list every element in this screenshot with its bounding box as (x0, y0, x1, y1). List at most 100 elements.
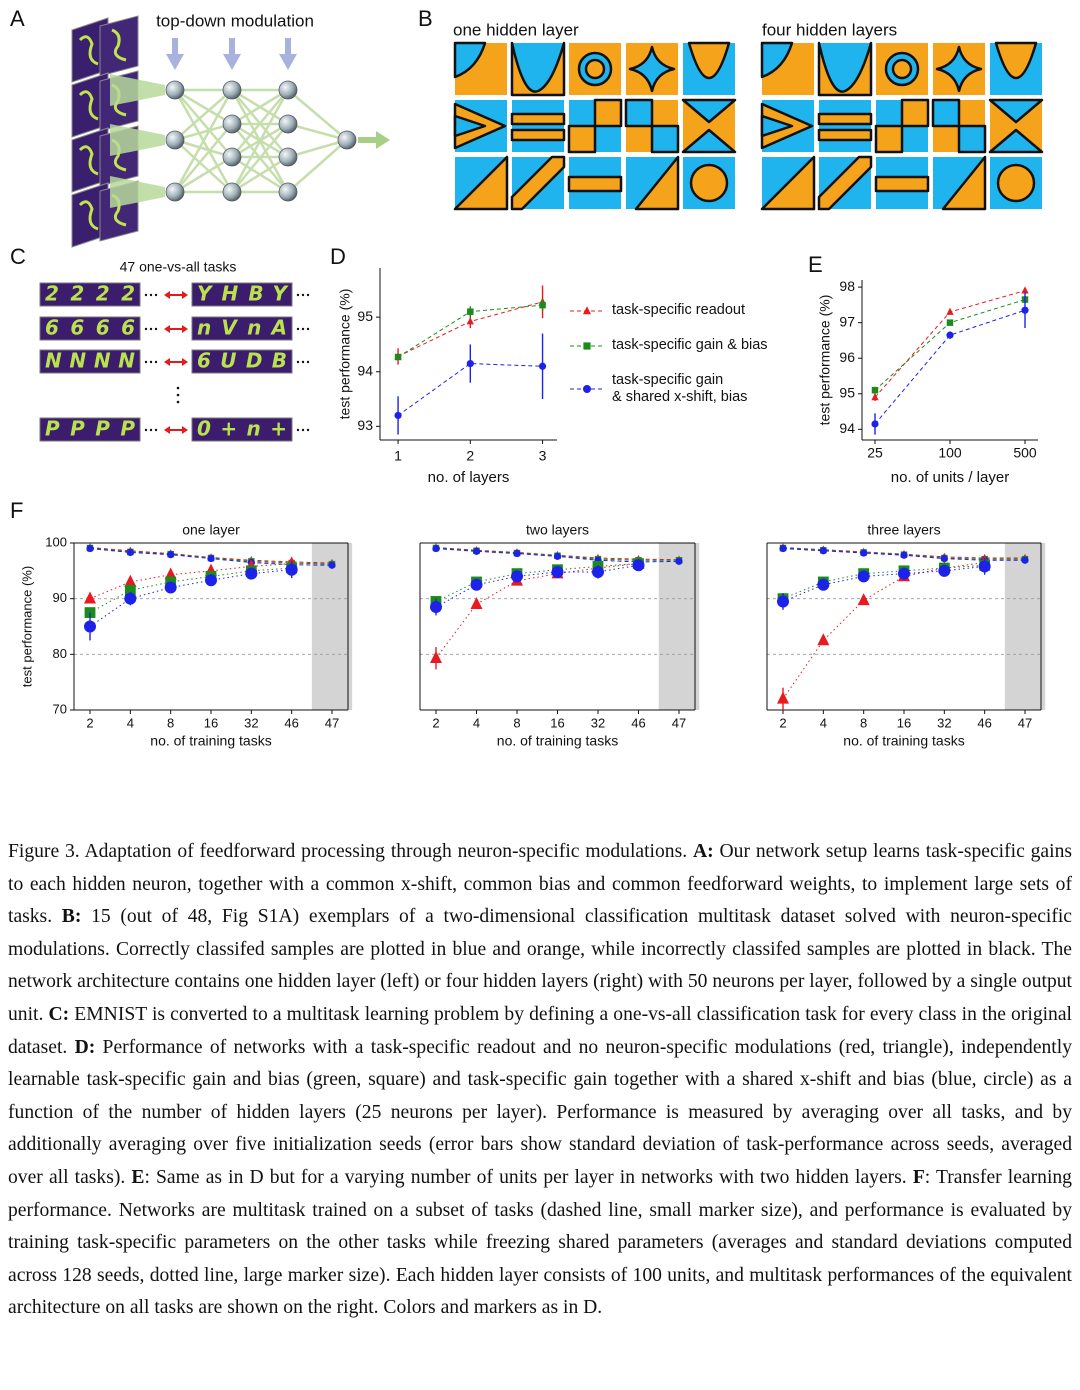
caption-text: E (131, 1166, 145, 1188)
classification-tile (760, 155, 816, 211)
ellipsis-dot (301, 428, 305, 432)
classification-tile (933, 155, 987, 211)
ellipsis-dot (154, 293, 158, 297)
legend-entry: task-specific gain & bias (568, 337, 768, 354)
tile-region (988, 98, 1044, 154)
caption-text: Performance of networks with a task-spec… (8, 1036, 1072, 1188)
x-axis-label: no. of training tasks (843, 733, 964, 749)
y-tick-label: 96 (839, 349, 855, 365)
classification-tile (683, 157, 735, 209)
caption-text: A: (692, 841, 714, 862)
ellipsis-dot (144, 428, 148, 432)
tile-region (874, 175, 930, 193)
neuron (165, 80, 185, 100)
marker (539, 301, 546, 309)
digit-strip (39, 316, 141, 341)
series-line (435, 563, 639, 659)
marker (513, 549, 521, 558)
marker (898, 567, 910, 580)
digit-strip (39, 282, 141, 307)
tile-background (512, 100, 564, 152)
y-tick-label: 98 (839, 278, 855, 294)
x-tick-label: 47 (1018, 715, 1032, 730)
marker (551, 565, 564, 578)
marker (470, 578, 483, 591)
marker (394, 353, 402, 361)
marker (285, 563, 298, 576)
x-tick-label: 4 (127, 715, 134, 730)
marker (860, 549, 868, 557)
marker (538, 362, 547, 370)
classification-tile (817, 155, 873, 211)
connection (287, 89, 348, 141)
x-tick-label: 100 (938, 445, 962, 461)
x-tick-label: 16 (204, 715, 218, 730)
tile-region (584, 58, 606, 80)
tile-region (760, 114, 794, 138)
classification-tile (510, 155, 566, 211)
x-tick-label: 32 (244, 715, 258, 730)
caption-text: : Transfer learning performance. Network… (8, 1166, 1072, 1319)
x-tick-label: 32 (591, 715, 605, 730)
marker (978, 560, 991, 573)
x-tick-label: 2 (466, 448, 474, 464)
series-line (435, 564, 639, 608)
classification-tile (990, 41, 1042, 95)
marker (817, 633, 830, 646)
classification-tile (760, 41, 814, 95)
panel-b-title: four hidden layers (762, 20, 897, 39)
classification-tile (874, 98, 930, 154)
neuron (278, 114, 298, 134)
connection (174, 155, 233, 194)
y-axis-label: test performance (%) (19, 566, 34, 687)
ellipsis-dot (301, 293, 305, 297)
ellipsis-dot (149, 293, 153, 297)
modulation-arrow (166, 54, 184, 70)
ellipsis-dot (306, 293, 310, 297)
connection (174, 123, 233, 193)
caption-text: 15 (out of 48, Fig S1A) exemplars of a t… (8, 906, 1072, 1025)
modulation-arrow (172, 38, 178, 56)
classification-tile (876, 43, 928, 95)
classification-tile (681, 98, 737, 154)
ellipsis-dot (154, 428, 158, 432)
ellipsis-dot (176, 393, 180, 397)
marker (164, 567, 177, 580)
pair-arrow (182, 291, 188, 299)
y-tick-label: 94 (357, 362, 373, 378)
tile-region (760, 41, 794, 79)
figure: top-down modulation one hidden layer fou… (10, 6, 1046, 749)
connection (287, 122, 348, 142)
panel-label: A (10, 6, 25, 31)
legend-marker (583, 305, 591, 314)
classification-tile (874, 157, 930, 209)
panel-label: B (418, 6, 433, 31)
x-tick-label: 25 (867, 445, 883, 461)
y-tick-label: 95 (839, 384, 855, 400)
ellipsis-dot (301, 327, 305, 331)
x-tick-label: 3 (539, 448, 547, 464)
y-tick-label: 93 (357, 417, 373, 433)
x-tick-label: 32 (937, 715, 951, 730)
classification-tile (931, 98, 987, 154)
y-axis-label: test performance (%) (337, 289, 353, 420)
neuron (278, 147, 298, 167)
caption-text: D: (74, 1036, 96, 1058)
marker (467, 308, 474, 315)
series-line (782, 564, 985, 600)
connection (173, 89, 234, 193)
legend-entry: task-specific readout (568, 302, 768, 319)
ellipsis-dot (306, 327, 310, 331)
pair-arrow (164, 291, 170, 299)
neuron (337, 130, 357, 150)
x-tick-label: 46 (631, 715, 645, 730)
marker (430, 651, 442, 664)
series-line (89, 569, 292, 627)
y-tick-label: 97 (839, 313, 855, 329)
x-tick-label: 46 (977, 715, 991, 730)
marker (164, 581, 177, 594)
ellipsis-dot (176, 386, 180, 390)
input-cone (110, 74, 165, 106)
classification-tile (569, 43, 621, 95)
marker (857, 570, 870, 583)
